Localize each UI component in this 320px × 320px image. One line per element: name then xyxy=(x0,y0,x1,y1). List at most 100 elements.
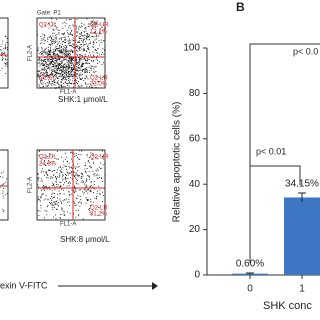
dot xyxy=(44,35,46,36)
dot xyxy=(77,174,79,176)
dot xyxy=(66,168,68,170)
dot xyxy=(102,155,104,157)
dot xyxy=(59,41,60,43)
dot xyxy=(42,157,44,159)
value-label: 34.15% xyxy=(285,179,319,190)
dot xyxy=(70,68,72,69)
dot xyxy=(97,190,98,192)
dot xyxy=(49,61,51,63)
dot xyxy=(80,70,82,72)
dot xyxy=(4,55,6,57)
dot xyxy=(79,33,81,35)
dot xyxy=(7,43,9,45)
dot xyxy=(75,183,77,184)
dot xyxy=(89,72,90,73)
dot xyxy=(49,63,51,65)
dot xyxy=(95,23,97,25)
dot xyxy=(75,190,77,192)
dot xyxy=(77,163,78,165)
dot xyxy=(66,66,68,68)
dot xyxy=(83,63,85,65)
dot xyxy=(81,40,83,42)
dot xyxy=(71,73,73,75)
dot xyxy=(78,77,80,79)
dot xyxy=(65,51,67,53)
dot xyxy=(39,63,41,65)
dot xyxy=(68,40,70,42)
dot xyxy=(53,206,55,208)
dot xyxy=(40,180,42,182)
dot xyxy=(72,70,74,72)
dot xyxy=(58,57,60,59)
dot xyxy=(83,69,85,71)
dot xyxy=(65,66,67,68)
dot xyxy=(97,59,99,61)
dot xyxy=(72,65,74,67)
dot xyxy=(38,150,40,152)
dot xyxy=(67,182,69,184)
dot xyxy=(61,46,63,47)
dot xyxy=(84,58,86,60)
dot xyxy=(68,57,70,59)
dot xyxy=(53,48,55,50)
dot xyxy=(71,152,73,154)
dot xyxy=(65,48,67,50)
dot xyxy=(63,41,64,42)
dot xyxy=(53,54,55,56)
dot xyxy=(80,58,82,60)
dot xyxy=(71,158,72,160)
dot xyxy=(59,69,60,71)
dot xyxy=(80,172,82,174)
dot xyxy=(53,67,55,69)
dot xyxy=(68,80,69,82)
dot xyxy=(45,165,46,166)
dot xyxy=(77,209,79,211)
dot xyxy=(53,84,55,86)
dot xyxy=(76,70,78,72)
dot xyxy=(47,60,49,62)
dot xyxy=(52,54,54,55)
dot xyxy=(55,218,57,220)
dot xyxy=(89,191,91,193)
dot xyxy=(86,174,88,176)
dot xyxy=(64,49,66,51)
dot xyxy=(56,40,58,42)
dot xyxy=(60,69,62,71)
dot xyxy=(56,186,58,187)
dot xyxy=(81,48,83,50)
dot xyxy=(90,60,92,62)
dot xyxy=(81,55,83,56)
dot xyxy=(71,34,73,36)
dot xyxy=(81,26,83,28)
dot xyxy=(3,52,5,54)
dot xyxy=(46,82,48,83)
dot xyxy=(47,67,49,69)
dot xyxy=(43,77,44,79)
dot xyxy=(46,71,48,73)
dot xyxy=(2,56,3,58)
dot xyxy=(51,43,53,45)
dot xyxy=(70,51,72,53)
dot xyxy=(66,201,68,203)
dot xyxy=(76,36,77,37)
dot xyxy=(48,23,49,24)
dot xyxy=(85,83,87,85)
dot xyxy=(85,162,86,164)
dot xyxy=(94,49,96,51)
dot xyxy=(85,43,87,45)
dot xyxy=(43,34,45,36)
dot xyxy=(38,53,40,55)
dot xyxy=(65,50,67,52)
dot xyxy=(47,157,49,159)
dot xyxy=(61,207,63,209)
dot xyxy=(90,204,91,206)
dot xyxy=(53,184,55,186)
dot xyxy=(66,50,68,52)
dot xyxy=(96,52,98,54)
dot xyxy=(51,195,52,197)
dot xyxy=(66,160,68,162)
dot xyxy=(87,36,88,38)
dot xyxy=(95,157,97,159)
dot xyxy=(45,76,47,77)
dot xyxy=(70,66,72,68)
